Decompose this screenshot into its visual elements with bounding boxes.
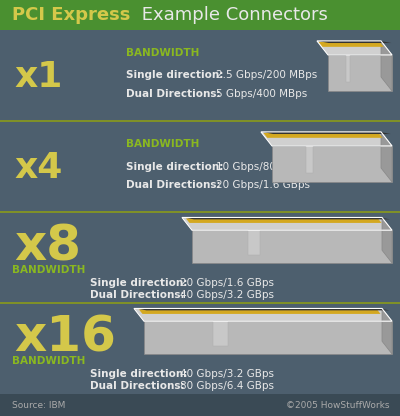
Text: 20 Gbps/1.6 GBps: 20 Gbps/1.6 GBps	[216, 180, 310, 190]
Polygon shape	[318, 41, 391, 43]
Polygon shape	[318, 42, 384, 47]
Text: PCI Express: PCI Express	[12, 6, 130, 24]
Polygon shape	[192, 230, 392, 263]
Text: x16: x16	[14, 314, 116, 362]
Text: x1: x1	[14, 60, 62, 94]
Text: Dual Directions:: Dual Directions:	[126, 180, 224, 190]
Polygon shape	[134, 308, 392, 321]
Text: Single direction:: Single direction:	[90, 278, 191, 288]
Polygon shape	[382, 308, 392, 354]
Text: Dual Directions:: Dual Directions:	[90, 290, 188, 300]
Text: 5 Gbps/400 MBps: 5 Gbps/400 MBps	[216, 89, 307, 99]
Text: Single direction:: Single direction:	[126, 70, 227, 81]
Bar	[248, 230, 260, 255]
Polygon shape	[263, 133, 382, 138]
Text: 20 Gbps/1.6 GBps: 20 Gbps/1.6 GBps	[180, 278, 274, 288]
Text: Dual Directions:: Dual Directions:	[126, 89, 224, 99]
Text: Single direction:: Single direction:	[90, 369, 191, 379]
Text: x8: x8	[14, 223, 81, 270]
Text: BANDWIDTH: BANDWIDTH	[126, 139, 199, 149]
Polygon shape	[381, 132, 392, 182]
Bar	[214, 321, 228, 346]
Text: 80 Gbps/6.4 GBps: 80 Gbps/6.4 GBps	[180, 381, 274, 391]
Polygon shape	[262, 132, 391, 134]
Text: Source: IBM: Source: IBM	[12, 401, 65, 409]
Text: Single direction:: Single direction:	[126, 161, 227, 171]
Polygon shape	[136, 308, 390, 310]
Text: 40 Gbps/3.2 GBps: 40 Gbps/3.2 GBps	[180, 290, 274, 300]
Polygon shape	[317, 41, 392, 55]
Polygon shape	[261, 132, 392, 146]
Bar	[0, 394, 400, 416]
Polygon shape	[139, 310, 380, 314]
Polygon shape	[186, 218, 382, 223]
Text: 2.5 Gbps/200 MBps: 2.5 Gbps/200 MBps	[216, 70, 317, 81]
Bar	[306, 146, 313, 173]
Text: x4: x4	[14, 151, 62, 185]
Bar	[346, 55, 350, 82]
Polygon shape	[381, 41, 392, 91]
Polygon shape	[272, 146, 392, 182]
Text: 40 Gbps/3.2 GBps: 40 Gbps/3.2 GBps	[180, 369, 274, 379]
Polygon shape	[382, 218, 392, 263]
Polygon shape	[144, 321, 392, 354]
Text: BANDWIDTH: BANDWIDTH	[12, 356, 85, 366]
Text: Example Connectors: Example Connectors	[136, 6, 328, 24]
Polygon shape	[328, 55, 392, 91]
Text: BANDWIDTH: BANDWIDTH	[12, 265, 85, 275]
Text: BANDWIDTH: BANDWIDTH	[126, 48, 199, 58]
Bar	[0, 0, 400, 30]
Text: Dual Directions:: Dual Directions:	[90, 381, 188, 391]
Text: 10 Gbps/800 MBps: 10 Gbps/800 MBps	[216, 161, 314, 171]
Polygon shape	[182, 218, 392, 230]
Polygon shape	[184, 218, 390, 219]
Text: ©2005 HowStuffWorks: ©2005 HowStuffWorks	[286, 401, 390, 409]
